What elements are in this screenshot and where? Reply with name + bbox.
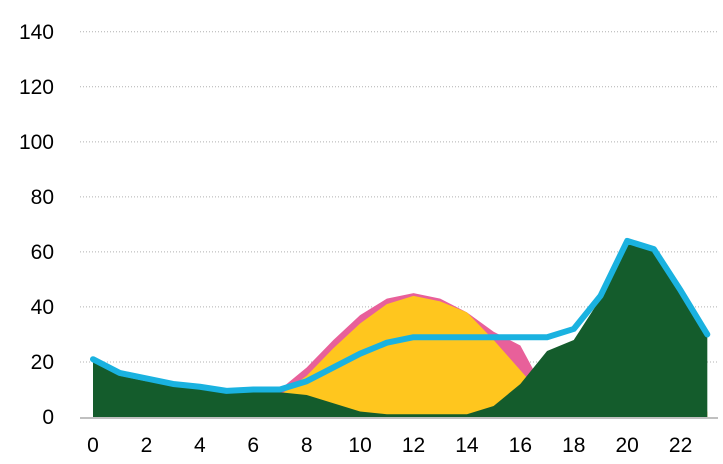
y-tick-label: 20	[31, 351, 54, 374]
y-tick-label: 40	[31, 296, 54, 319]
x-tick-label: 0	[87, 434, 99, 457]
line-series-0	[90, 237, 711, 394]
y-tick-label: 60	[31, 241, 54, 264]
x-tick-label: 10	[348, 434, 371, 457]
areas	[93, 240, 708, 417]
y-tick-label: 140	[19, 21, 54, 44]
x-tick-label: 8	[301, 434, 313, 457]
line-series	[90, 237, 711, 394]
x-tick-label: 16	[509, 434, 532, 457]
x-tick-label: 18	[562, 434, 585, 457]
y-tick-label: 120	[19, 76, 54, 99]
y-tick-label: 0	[42, 406, 54, 429]
area-series-1	[93, 295, 708, 417]
y-axis-ticks: 0 20 40 60 80 100 120 140	[19, 21, 54, 429]
x-axis-ticks: 0 2 4 6 8 10 12 14 16 18 20 22	[87, 434, 692, 457]
area-series-2	[93, 240, 708, 417]
x-tick-label: 20	[616, 434, 639, 457]
y-tick-label: 80	[31, 186, 54, 209]
x-tick-label: 12	[402, 434, 425, 457]
x-tick-label: 14	[455, 434, 479, 457]
y-tick-label: 100	[19, 131, 54, 154]
x-tick-label: 6	[247, 434, 259, 457]
x-tick-label: 22	[669, 434, 692, 457]
x-tick-label: 4	[194, 434, 206, 457]
x-tick-label: 2	[141, 434, 153, 457]
